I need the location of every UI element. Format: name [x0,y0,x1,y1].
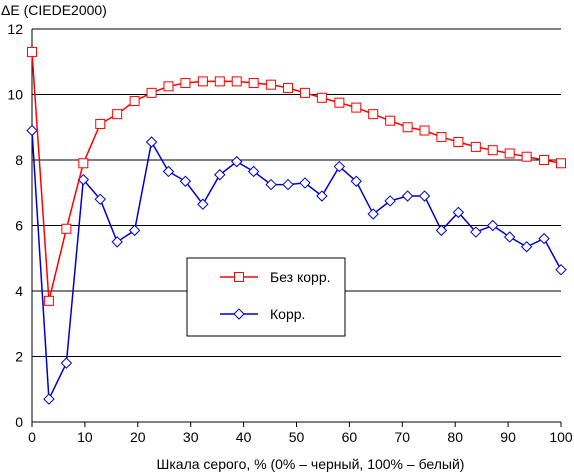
x-tick-label-100: 100 [549,429,573,445]
data-point [470,141,481,152]
data-point [231,155,243,168]
data-point [350,175,362,187]
series [26,46,567,405]
data-point [266,79,277,90]
data-point [128,224,141,237]
legend-label-0: Без корр. [270,269,331,285]
data-point [43,295,54,306]
data-point [162,165,175,178]
y-tick-label-0: 0 [15,414,23,430]
y-tick-label-10: 10 [7,87,23,103]
data-point [418,190,431,202]
data-point [129,96,140,107]
data-point [504,148,515,159]
data-point [179,175,192,187]
data-point [316,92,327,103]
data-point [453,136,464,147]
data-point [503,231,516,243]
series-with-correction [26,124,567,405]
data-point [316,190,328,202]
data-point [299,87,310,98]
data-point [521,151,532,162]
x-tick-label-30: 30 [183,429,199,445]
data-point [435,224,448,237]
data-point [520,241,533,253]
y-tick-label-2: 2 [15,349,23,365]
x-tick-label-0: 0 [28,429,36,445]
data-point [26,124,38,137]
data-point [333,160,346,173]
data-point [111,236,123,248]
x-tick-label-90: 90 [500,429,516,445]
data-point [384,195,396,207]
series-without-correction [27,46,566,306]
data-point [299,177,311,189]
data-point [247,165,260,178]
data-point [265,178,277,191]
x-tick-label-50: 50 [289,429,305,445]
data-point [556,158,566,169]
data-point [555,264,567,276]
legend-box [186,257,346,337]
data-point [43,393,55,405]
data-point [487,219,499,232]
data-point [470,226,482,238]
data-point [487,145,498,156]
data-point [334,97,345,108]
data-point [419,125,430,136]
data-point [61,223,72,234]
data-point [94,193,106,206]
data-point [539,155,550,165]
data-point [436,132,447,143]
data-point [197,198,209,210]
data-point [112,109,123,120]
data-point [27,46,37,57]
data-point [368,109,379,120]
x-tick-label-20: 20 [130,429,146,445]
data-point [401,190,414,202]
data-point [402,122,413,133]
data-point [95,118,106,129]
data-point [163,81,174,92]
y-axis-title: ΔE (CIEDE2000) [1,2,107,18]
legend-label-1: Корр. [270,306,305,322]
data-point [197,76,208,87]
x-tick-label-60: 60 [342,429,358,445]
axes: 0 2 4 6 8 10 12 0 10 20 30 40 50 60 70 80 90 100 [7,21,572,445]
y-tick-label-8: 8 [15,152,23,168]
legend-marker-1 [233,308,245,320]
x-tick-label-40: 40 [236,429,252,445]
data-point [146,87,157,98]
y-tick-label-12: 12 [7,21,23,37]
legend: Без корр. Корр. [186,257,346,337]
data-point [385,115,396,126]
data-point [214,169,226,181]
data-point [60,357,73,369]
data-point [367,208,379,220]
x-tick-label-70: 70 [395,429,411,445]
data-point [351,102,362,113]
data-point [248,78,259,89]
y-tick-label-6: 6 [15,218,23,234]
data-point [231,76,242,87]
legend-marker-0 [234,272,244,282]
data-point [452,206,465,219]
data-point [283,82,294,93]
data-point [282,178,294,191]
x-axis-title: Шкала серого, % (0% – черный, 100% – бел… [157,456,465,472]
x-tick-label-80: 80 [447,429,463,445]
x-tick-label-10: 10 [77,429,93,445]
data-point [78,158,89,169]
data-point [145,136,158,148]
data-point [538,232,550,245]
y-tick-label-4: 4 [15,283,23,299]
data-point [214,76,225,87]
data-point [180,78,191,89]
